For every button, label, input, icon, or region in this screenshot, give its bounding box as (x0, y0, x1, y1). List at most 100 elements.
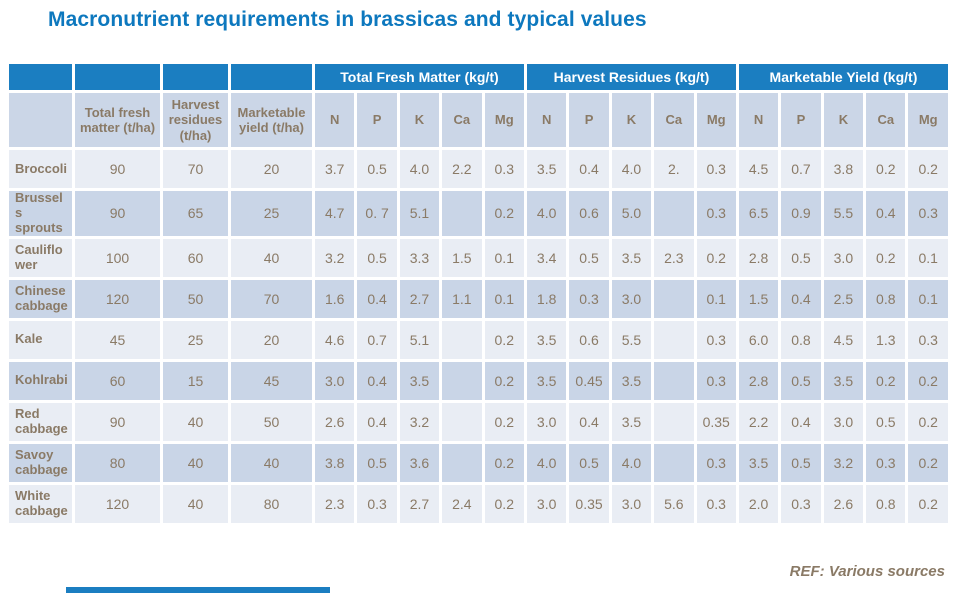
table-cell: 0.4 (354, 358, 400, 403)
table-cell: 0.1 (905, 235, 951, 280)
table-cell: 3.8 (311, 440, 358, 485)
table-cell: 0.5 (354, 147, 400, 191)
page-title: Macronutrient requirements in brassicas … (48, 8, 647, 31)
col-header-harvest-residues-tha: Harvest residues (t/ha) (160, 90, 231, 150)
col-header-ca-group2: Ca (863, 90, 909, 150)
table-cell: 5.6 (651, 481, 697, 526)
row-label: Brussels sprouts (6, 188, 75, 239)
table-cell: 40 (160, 399, 231, 444)
table-cell (651, 276, 697, 321)
table-row: Brussels sprouts 90 65 25 4.7 0. 7 5.1 0.2 4.0 0.… (6, 188, 951, 239)
col-header-n-group0: N (311, 90, 358, 150)
table-cell (651, 358, 697, 403)
table-cell: 3.5 (523, 317, 570, 362)
table-cell: 0.3 (693, 147, 739, 191)
table-row: Savoy cabbage 80 40 40 3.8 0.5 3.6 0.2 4.0 0.5 4.0… (6, 440, 951, 485)
group-header-harvest-residues: Harvest Residues (kg/t) (523, 61, 739, 93)
table-cell: 0.3 (693, 317, 739, 362)
table-cell: 0.35 (566, 481, 612, 526)
table-cell: 2.5 (820, 276, 867, 321)
blank-header-cell (160, 61, 231, 93)
corner-cell (6, 61, 75, 93)
table-row: Kale 45 25 20 4.6 0.7 5.1 0.2 3.5 0.6 5.5 0.3 6.0 0.8… (6, 317, 951, 362)
table-cell: 90 (72, 399, 163, 444)
group-header-marketable-yield: Marketable Yield (kg/t) (735, 61, 952, 93)
table-cell: 0.8 (863, 481, 909, 526)
table-cell: 120 (72, 481, 163, 526)
table-cell: 3.4 (523, 235, 570, 280)
table-cell: 4.0 (523, 188, 570, 239)
table-cell (651, 399, 697, 444)
table-cell: 2.0 (735, 481, 782, 526)
table-cell: 0.5 (863, 399, 909, 444)
table-cell: 3.6 (396, 440, 443, 485)
table-cell: 0.4 (354, 399, 400, 444)
table-cell: 3.5 (735, 440, 782, 485)
table-cell: 0.3 (354, 481, 400, 526)
blank-header-cell (72, 61, 163, 93)
table-cell: 3.3 (396, 235, 443, 280)
table-cell: 0.2 (863, 235, 909, 280)
table-cell: 0.2 (863, 358, 909, 403)
table-cell: 0.1 (693, 276, 739, 321)
table-cell: 0.2 (481, 440, 527, 485)
table-cell: 20 (228, 147, 315, 191)
col-header-total-fresh-matter-tha: Total fresh matter (t/ha) (72, 90, 163, 150)
table-cell: 0.5 (778, 235, 824, 280)
table-cell: 6.0 (735, 317, 782, 362)
table-row: Red cabbage 90 40 50 2.6 0.4 3.2 0.2 3.0 0.4 3.5 0.… (6, 399, 951, 444)
table-cell: 60 (160, 235, 231, 280)
table-cell: 5.5 (820, 188, 867, 239)
table-row: Broccoli 90 70 20 3.7 0.5 4.0 2.2 0.3 3.5 0.4 4.0 2.… (6, 147, 951, 191)
table-row: White cabbage 120 40 80 2.3 0.3 2.7 2.4 0.2 3.0 0.… (6, 481, 951, 526)
table-cell: 0.2 (905, 358, 951, 403)
col-header-k-group2: K (820, 90, 867, 150)
table-cell: 0.5 (354, 440, 400, 485)
table-cell (651, 317, 697, 362)
table-cell: 0.1 (481, 235, 527, 280)
table-cell: 3.0 (523, 481, 570, 526)
table-cell: 2.8 (735, 235, 782, 280)
table-cell: 0.4 (566, 399, 612, 444)
table-cell (439, 358, 485, 403)
table-cell: 3.0 (820, 235, 867, 280)
table-row: Chinese cabbage 120 50 70 1.6 0.4 2.7 1.1 0.1 1.8… (6, 276, 951, 321)
table-cell: 3.5 (820, 358, 867, 403)
footer-accent-bar (66, 587, 330, 593)
table-cell: 0.6 (566, 317, 612, 362)
table-cell: 2.2 (735, 399, 782, 444)
table-cell: 4.0 (523, 440, 570, 485)
table-cell: 0.2 (905, 147, 951, 191)
table-cell: 3.0 (608, 276, 655, 321)
table-cell: 5.1 (396, 317, 443, 362)
table-cell: 0.4 (778, 276, 824, 321)
row-label: Broccoli (6, 147, 75, 191)
table-cell: 40 (228, 235, 315, 280)
table-cell: 0.3 (566, 276, 612, 321)
table-cell: 0.4 (778, 399, 824, 444)
macronutrient-table: Total Fresh Matter (kg/t) Harvest Residu… (6, 61, 952, 526)
table-cell: 2.3 (311, 481, 358, 526)
table-cell: 3.7 (311, 147, 358, 191)
table-cell: 50 (228, 399, 315, 444)
table-cell: 0.4 (863, 188, 909, 239)
table-cell: 90 (72, 147, 163, 191)
table-cell: 3.5 (608, 235, 655, 280)
table-cell: 0.8 (778, 317, 824, 362)
sub-header-row: Total fresh matter (t/ha) Harvest residu… (6, 90, 951, 150)
table-cell: 1.8 (523, 276, 570, 321)
col-header-ca-group1: Ca (651, 90, 697, 150)
table-cell: 0.2 (481, 317, 527, 362)
table-cell: 0.3 (693, 481, 739, 526)
table-cell: 0.3 (693, 188, 739, 239)
table-cell: 3.0 (311, 358, 358, 403)
table-cell: 3.2 (311, 235, 358, 280)
table-cell: 3.0 (820, 399, 867, 444)
blank-header-cell (228, 61, 315, 93)
table-cell: 4.5 (735, 147, 782, 191)
table-cell: 0.7 (354, 317, 400, 362)
table-cell: 70 (160, 147, 231, 191)
table-cell: 0.3 (863, 440, 909, 485)
col-header-p-group2: P (778, 90, 824, 150)
table-cell: 2.7 (396, 481, 443, 526)
